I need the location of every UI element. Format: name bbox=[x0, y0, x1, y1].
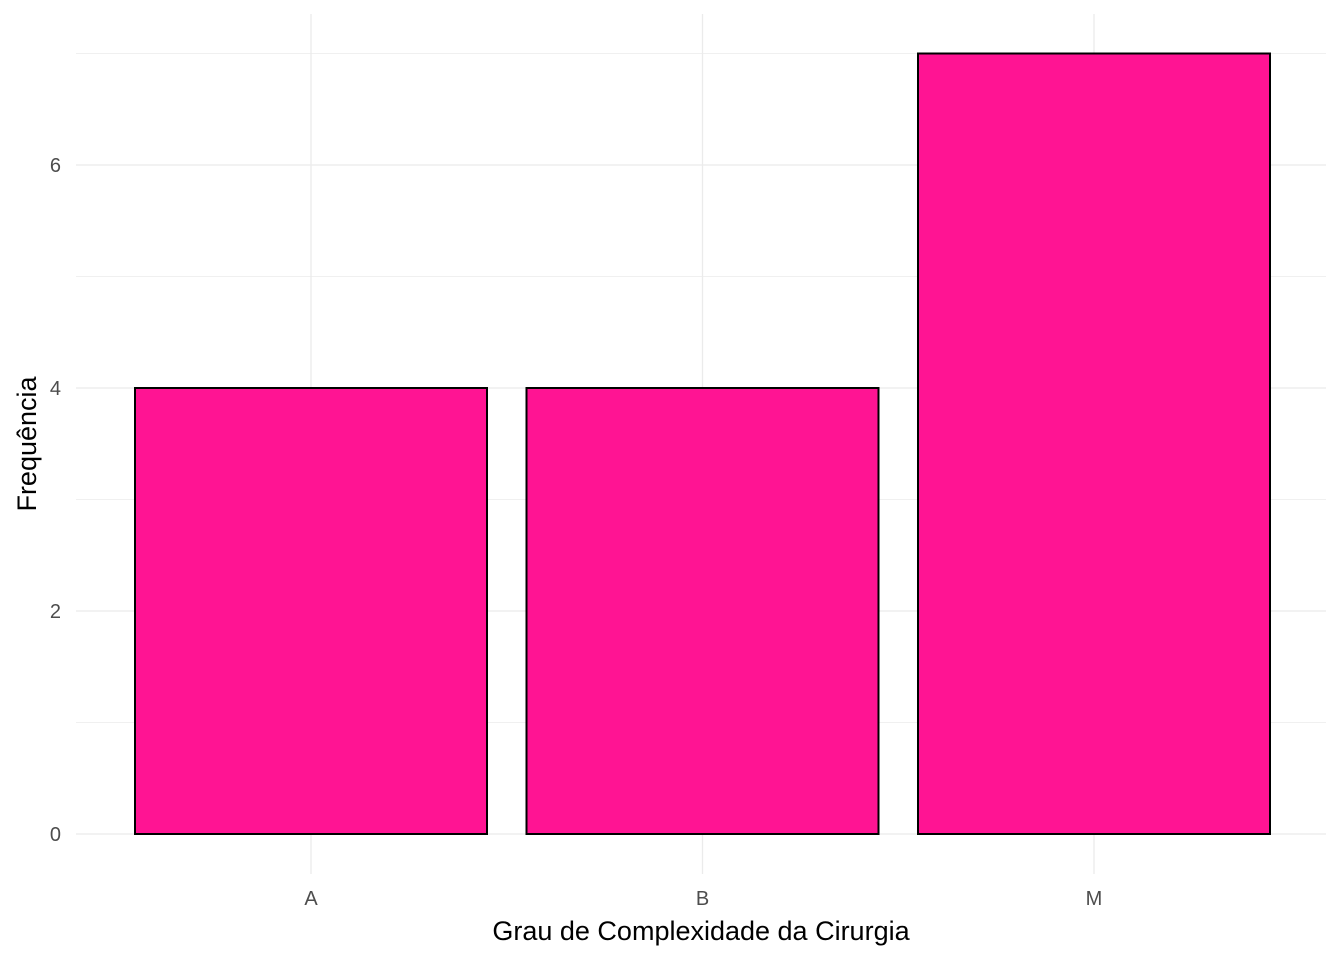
y-tick-label: 2 bbox=[50, 601, 61, 623]
y-axis-title: Frequência bbox=[12, 375, 42, 511]
x-tick-label: A bbox=[304, 888, 318, 910]
bar-A bbox=[134, 387, 488, 835]
y-tick-label: 0 bbox=[50, 824, 61, 846]
x-tick-label: B bbox=[696, 888, 709, 910]
bar-M bbox=[917, 52, 1271, 835]
y-tick-label: 6 bbox=[50, 155, 61, 177]
y-axis-tick-labels: 0 2 4 6 bbox=[50, 155, 61, 846]
y-tick-label: 4 bbox=[50, 378, 61, 400]
x-axis-title: Grau de Complexidade da Cirurgia bbox=[492, 916, 910, 946]
bars bbox=[134, 52, 1271, 835]
bar-B bbox=[525, 387, 880, 835]
x-tick-label: M bbox=[1086, 888, 1103, 910]
